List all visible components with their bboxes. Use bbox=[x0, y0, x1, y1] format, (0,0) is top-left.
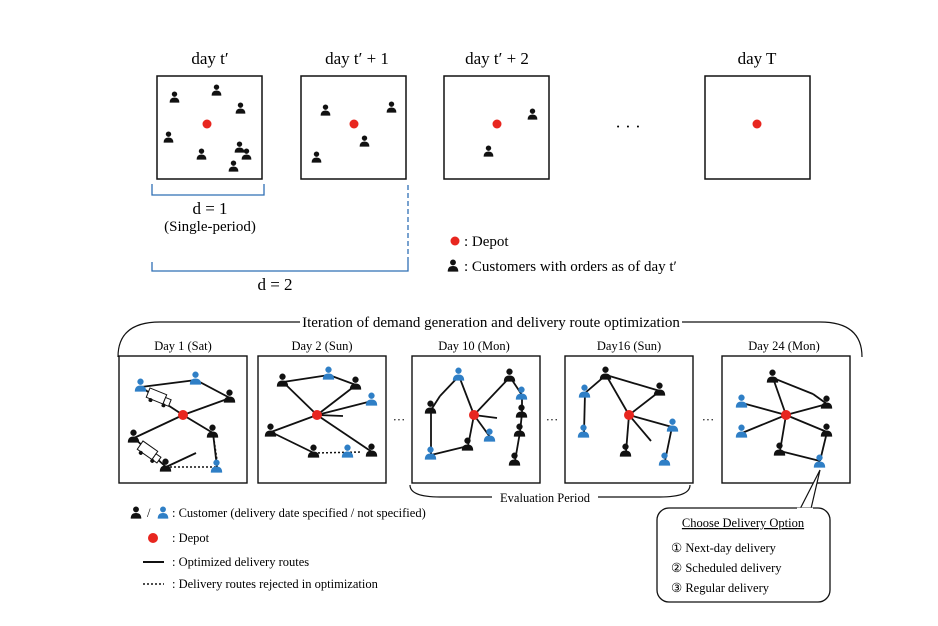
customer-icon bbox=[235, 102, 246, 114]
top-panel-label-2: day t′ + 1 bbox=[325, 49, 389, 68]
customer-unspecified-icon bbox=[134, 378, 147, 392]
legend-customer-unspecified-icon bbox=[157, 506, 169, 519]
bottom-panel-label-5: Day 24 (Mon) bbox=[748, 339, 820, 353]
truck-icon bbox=[145, 387, 172, 408]
iteration-title: Iteration of demand generation and deliv… bbox=[302, 315, 680, 331]
customer-unspecified-icon bbox=[189, 371, 202, 385]
customer-specified-icon bbox=[766, 369, 779, 383]
depot bbox=[349, 119, 359, 129]
legend-depot-label: : Depot bbox=[172, 531, 210, 545]
depot bbox=[781, 410, 791, 420]
customer-specified-icon bbox=[820, 395, 833, 409]
d1-label: d = 1 bbox=[192, 199, 227, 218]
legend-customer-specified-icon bbox=[130, 506, 142, 519]
legend-depot-label: : Depot bbox=[464, 234, 509, 250]
options-title: Choose Delivery Option bbox=[682, 516, 805, 530]
depot bbox=[469, 410, 479, 420]
top-panel-label-3: day t′ + 2 bbox=[465, 49, 529, 68]
depot bbox=[492, 119, 502, 129]
bottom-panel-5 bbox=[721, 355, 851, 484]
customer-icon bbox=[211, 84, 222, 96]
option-scheduled[interactable]: ② Scheduled delivery bbox=[671, 561, 782, 575]
legend-optimized-label: : Optimized delivery routes bbox=[172, 555, 309, 569]
customer-icon bbox=[196, 148, 207, 160]
depot bbox=[752, 119, 762, 129]
top-panel-4 bbox=[704, 75, 811, 180]
customer-icon bbox=[320, 104, 331, 116]
top-panel-2 bbox=[300, 75, 407, 180]
callout-pointer bbox=[797, 469, 821, 514]
bottom-panel-label-2: Day 2 (Sun) bbox=[291, 339, 352, 353]
customer-icon bbox=[228, 160, 239, 172]
iteration-arc-left bbox=[117, 321, 300, 358]
evaluation-bracket-left bbox=[409, 484, 492, 498]
panel-ellipsis: ··· bbox=[393, 413, 406, 427]
d1-sublabel: (Single-period) bbox=[164, 219, 256, 235]
legend-customer-icon bbox=[447, 259, 459, 272]
d2-bracket bbox=[151, 262, 409, 272]
routes-panel-5 bbox=[741, 377, 828, 462]
customer-unspecified-icon bbox=[452, 367, 465, 381]
bottom-panel-4 bbox=[564, 355, 694, 484]
customer-unspecified-icon bbox=[666, 418, 679, 432]
customer-icon bbox=[311, 151, 322, 163]
depot bbox=[312, 410, 322, 420]
depot bbox=[624, 410, 634, 420]
customer-specified-icon bbox=[503, 368, 516, 382]
legend-rejected-label: : Delivery routes rejected in optimizati… bbox=[172, 577, 379, 591]
top-ellipsis: · · · bbox=[615, 117, 640, 136]
depot bbox=[178, 410, 188, 420]
d2-label: d = 2 bbox=[257, 275, 292, 294]
panel-ellipsis: ··· bbox=[702, 413, 715, 427]
panel-ellipsis: ··· bbox=[546, 413, 559, 427]
top-panel-1 bbox=[156, 75, 263, 180]
evaluation-bracket-right bbox=[598, 484, 691, 498]
legend-customers-label: : Customers with orders as of day t′ bbox=[464, 259, 677, 275]
legend-depot-icon bbox=[450, 236, 460, 246]
top-panel-3 bbox=[443, 75, 550, 180]
customer-icon bbox=[483, 145, 494, 157]
customer-specified-icon bbox=[276, 373, 289, 387]
bottom-panel-label-4: Day16 (Sun) bbox=[597, 339, 661, 353]
legend-depot-icon bbox=[148, 533, 158, 543]
delivery-options-box bbox=[656, 507, 831, 603]
d1-bracket bbox=[151, 184, 265, 196]
customer-unspecified-icon bbox=[735, 394, 748, 408]
legend-slash: / bbox=[147, 506, 151, 520]
customer-specified-icon bbox=[599, 366, 612, 380]
customer-icon bbox=[527, 108, 538, 120]
customer-unspecified-icon bbox=[322, 366, 335, 380]
evaluation-period-label: Evaluation Period bbox=[500, 491, 591, 505]
bottom-panel-label-3: Day 10 (Mon) bbox=[438, 339, 510, 353]
customer-unspecified-icon bbox=[341, 444, 354, 458]
customer-icon bbox=[386, 101, 397, 113]
iteration-arc-right bbox=[682, 321, 863, 358]
legend-customer-label: : Customer (delivery date specified / no… bbox=[172, 506, 426, 520]
bottom-panel-2 bbox=[257, 355, 387, 484]
option-next-day[interactable]: ① Next-day delivery bbox=[671, 541, 777, 555]
customer-icon bbox=[169, 91, 180, 103]
customer-icon bbox=[163, 131, 174, 143]
customer-icon bbox=[234, 141, 245, 153]
truck-icon bbox=[136, 440, 162, 464]
customer-icon bbox=[359, 135, 370, 147]
customer-specified-icon bbox=[424, 400, 437, 414]
depot bbox=[202, 119, 212, 129]
bottom-panel-1 bbox=[118, 355, 248, 484]
top-panel-label-1: day t′ bbox=[191, 49, 228, 68]
option-regular[interactable]: ③ Regular delivery bbox=[671, 581, 770, 595]
top-panel-label-4: day T bbox=[738, 49, 777, 68]
bottom-panel-3 bbox=[411, 355, 541, 484]
bottom-panel-label-1: Day 1 (Sat) bbox=[154, 339, 212, 353]
rejected-route bbox=[313, 451, 362, 454]
customer-unspecified-icon bbox=[365, 392, 378, 406]
